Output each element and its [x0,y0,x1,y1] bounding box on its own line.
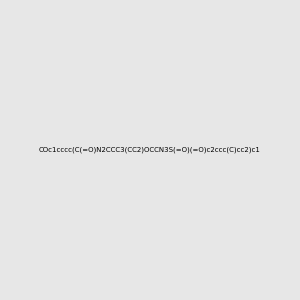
Text: COc1cccc(C(=O)N2CCC3(CC2)OCCN3S(=O)(=O)c2ccc(C)cc2)c1: COc1cccc(C(=O)N2CCC3(CC2)OCCN3S(=O)(=O)c… [39,147,261,153]
